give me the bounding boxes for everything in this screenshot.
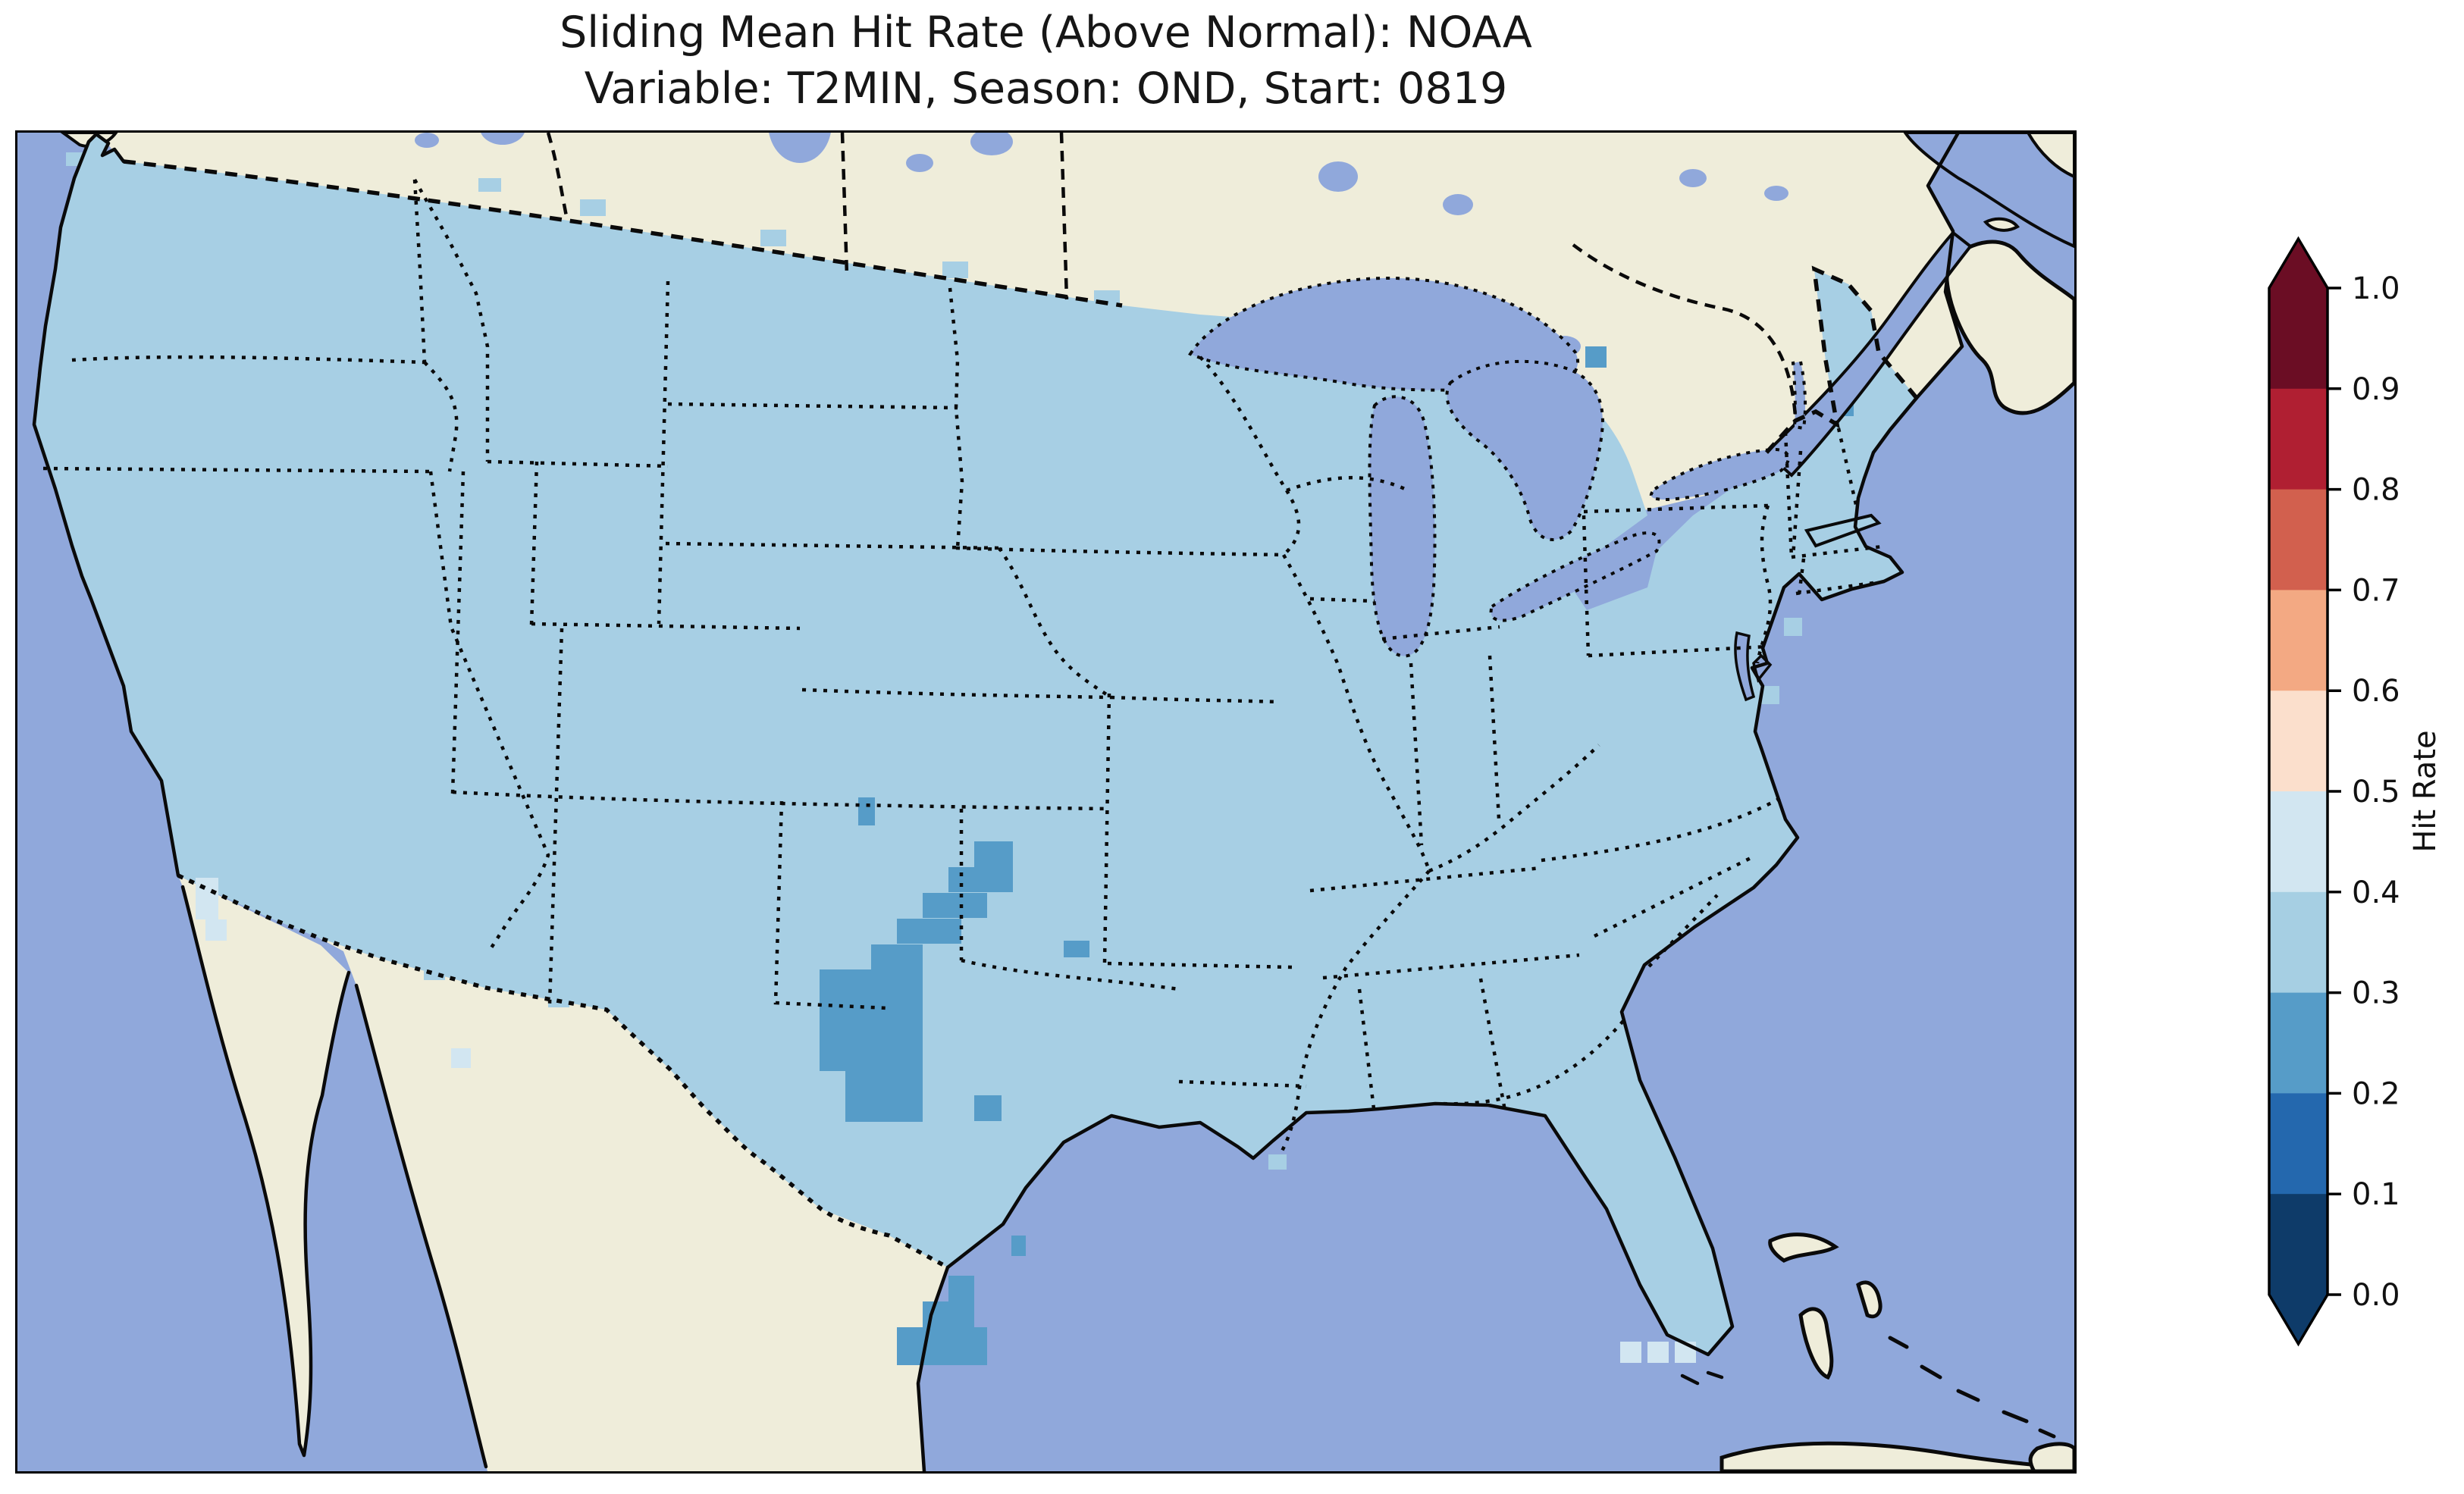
hit-rate-cell <box>897 1327 987 1365</box>
hit-rate-cell <box>845 1020 923 1122</box>
colorbar-segment <box>2269 389 2328 490</box>
colorbar-axis-label: Hit Rate <box>2408 730 2443 852</box>
hit-rate-cell <box>1585 346 1607 368</box>
figure-title: Sliding Mean Hit Rate (Above Normal): NO… <box>15 5 2077 117</box>
hit-rate-cell <box>760 230 786 246</box>
hit-rate-cell <box>871 944 923 969</box>
colorbar-segment <box>2269 993 2328 1094</box>
hit-rate-cell <box>897 919 961 944</box>
colorbar-segment <box>2269 691 2328 791</box>
hit-rate-cell <box>820 969 923 1020</box>
hit-rate-cell <box>1647 1342 1669 1363</box>
hit-rate-cell <box>451 1048 471 1068</box>
colorbar-tick-label: 0.4 <box>2352 875 2400 910</box>
hit-rate-cell <box>858 797 875 825</box>
colorbar-tick-label: 0.0 <box>2352 1278 2400 1313</box>
colorbar-tick-label: 0.5 <box>2352 775 2400 810</box>
hit-rate-cell <box>205 919 227 941</box>
title-line-2: Variable: T2MIN, Season: OND, Start: 081… <box>15 61 2077 117</box>
hit-rate-cell <box>478 178 501 192</box>
hit-rate-cell <box>1064 941 1089 957</box>
colorbar-segment <box>2269 590 2328 691</box>
hit-rate-cell <box>923 893 987 918</box>
hit-rate-cell <box>1852 557 1869 574</box>
colorbar-tick-label: 0.2 <box>2352 1076 2400 1111</box>
colorbar-svg: 1.0 0.9 0.8 0.7 0.6 0.5 0.4 0.3 0.2 0.1 0.0 Hit Ra… <box>2244 224 2464 1361</box>
colorbar: 1.0 0.9 0.8 0.7 0.6 0.5 0.4 0.3 0.2 0.1 0.0 Hit Ra… <box>2244 224 2464 1361</box>
colorbar-arrow <box>2269 239 2328 288</box>
hit-rate-cell <box>820 1020 845 1071</box>
colorbar-segment <box>2269 288 2328 389</box>
hit-rate-cell <box>1807 557 1826 577</box>
colorbar-segment <box>2269 892 2328 993</box>
hit-rate-cell <box>160 762 177 778</box>
lake-michigan <box>1370 396 1435 656</box>
colorbar-segment <box>2269 1093 2328 1194</box>
colorbar-tick-label: 0.7 <box>2352 573 2400 608</box>
hispaniola-tip <box>2030 1444 2074 1471</box>
colorbar-segment <box>2269 490 2328 590</box>
colorbar-tick-label: 0.1 <box>2352 1177 2400 1212</box>
hit-rate-cell <box>1011 1236 1026 1256</box>
colorbar-segments <box>2269 239 2328 1344</box>
colorbar-tick-label: 1.0 <box>2352 271 2400 306</box>
figure: Sliding Mean Hit Rate (Above Normal): NO… <box>0 0 2464 1494</box>
colorbar-tick-label: 0.9 <box>2352 372 2400 407</box>
hit-rate-cell <box>948 867 1013 892</box>
map-axes <box>15 130 2077 1474</box>
colorbar-segment <box>2269 791 2328 892</box>
hit-rate-cell <box>974 1095 1002 1121</box>
colorbar-tick-label: 0.6 <box>2352 674 2400 709</box>
colorbar-arrow <box>2269 1295 2328 1344</box>
hit-rate-cell <box>942 262 968 278</box>
hit-rate-cell <box>196 878 218 919</box>
conus-hit-rate-map <box>17 133 2074 1471</box>
colorbar-tick-label: 0.3 <box>2352 976 2400 1011</box>
hit-rate-cell <box>1784 618 1802 636</box>
colorbar-segment <box>2269 1194 2328 1295</box>
hit-rate-cell <box>1268 1154 1287 1170</box>
hit-rate-cell <box>1620 1342 1641 1363</box>
hit-rate-cell <box>580 199 606 216</box>
colorbar-ticks: 1.0 0.9 0.8 0.7 0.6 0.5 0.4 0.3 0.2 0.1 0.0 <box>2328 271 2400 1313</box>
colorbar-tick-label: 0.8 <box>2352 473 2400 508</box>
title-line-1: Sliding Mean Hit Rate (Above Normal): NO… <box>15 5 2077 61</box>
